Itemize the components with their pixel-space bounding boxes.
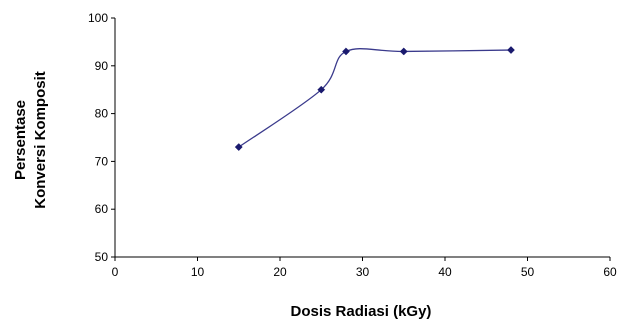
data-point-marker — [399, 47, 408, 56]
x-tick-label: 30 — [356, 265, 370, 279]
series-line — [238, 48, 512, 148]
x-axis-ticks: 0 10 20 30 40 50 60 — [112, 257, 617, 279]
y-tick-label: 60 — [95, 202, 109, 216]
series-group — [234, 46, 515, 152]
y-axis-title-line-1: Persentase — [12, 100, 29, 180]
data-point-marker — [317, 85, 326, 94]
x-tick-label: 0 — [112, 265, 119, 279]
y-tick-label: 50 — [95, 250, 109, 264]
y-axis-title-line-2: Konversi Komposit — [32, 71, 49, 209]
data-point-marker — [342, 47, 350, 56]
y-tick-label: 70 — [95, 154, 109, 168]
y-tick-label: 80 — [95, 107, 109, 121]
x-tick-label: 10 — [191, 265, 205, 279]
x-tick-label: 50 — [521, 265, 535, 279]
data-point-marker — [507, 46, 515, 54]
data-point-marker — [234, 143, 243, 152]
x-axis-title: Dosis Radiasi (kGy) — [291, 303, 432, 320]
x-tick-label: 40 — [438, 265, 452, 279]
plot-area: 50 60 70 80 90 100 0 10 20 30 40 50 60 — [88, 11, 617, 279]
y-axis-ticks: 50 60 70 80 90 100 — [88, 11, 115, 264]
y-tick-label: 100 — [88, 11, 108, 25]
x-tick-label: 20 — [273, 265, 287, 279]
x-tick-label: 60 — [603, 265, 617, 279]
y-tick-label: 90 — [95, 59, 109, 73]
